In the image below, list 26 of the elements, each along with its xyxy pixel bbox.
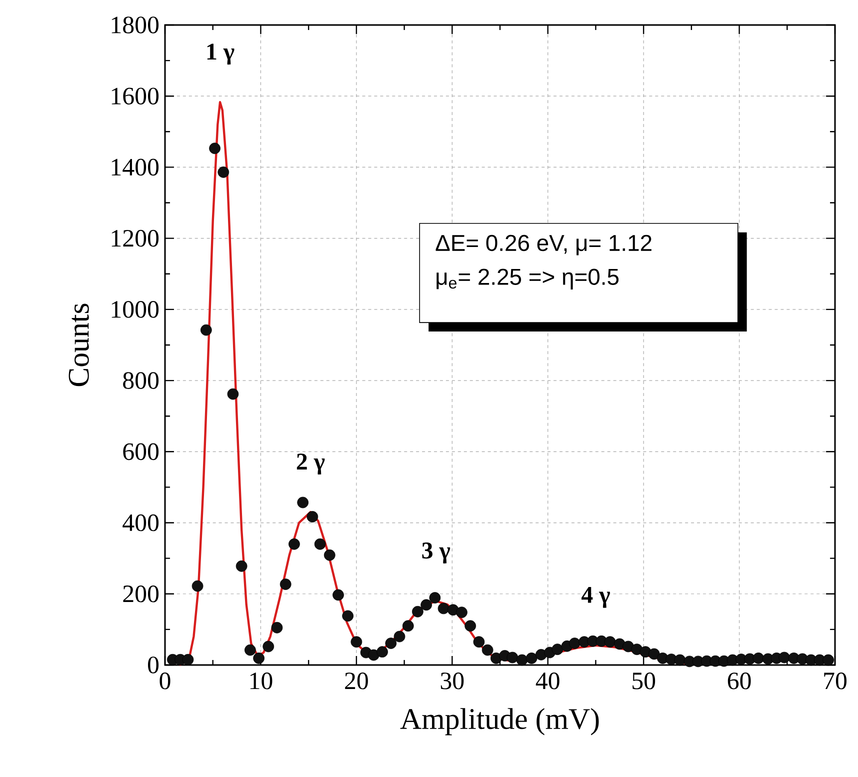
x-tick-label: 50	[632, 672, 656, 690]
annotation: 4 γ	[581, 587, 610, 608]
x-tick-label: 10	[250, 672, 272, 690]
y-tick-label: 1000	[112, 301, 159, 318]
y-tick-label: 200	[123, 585, 159, 602]
y-axis-title: Counts	[68, 304, 89, 386]
y-tick-label: 1600	[112, 88, 159, 105]
annotation: 2 γ	[296, 454, 325, 475]
x-tick-label: 0	[160, 672, 170, 690]
y-tick-label: 600	[123, 443, 159, 460]
annotation: μ$_{e}$= 2.25 => η=0.5	[436, 268, 619, 290]
y-tick-label: 0	[148, 656, 159, 674]
y-tick-label: 1200	[112, 230, 159, 247]
y-tick-label: 1400	[112, 158, 159, 176]
x-tick-label: 20	[345, 672, 368, 690]
x-tick-label: 40	[536, 672, 560, 690]
x-tick-label: 60	[728, 672, 751, 690]
y-tick-label: 400	[122, 514, 159, 532]
y-tick-label: 1800	[112, 16, 159, 34]
annotation: 3 γ	[422, 542, 450, 564]
x-tick-label: 70	[824, 672, 846, 690]
x-tick-label: 30	[440, 672, 464, 690]
y-tick-label: 800	[123, 372, 159, 389]
annotation: 1 γ	[207, 44, 234, 65]
annotation: ΔE= 0.26 eV, μ= 1.12	[436, 234, 652, 256]
x-axis-title: Amplitude (mV)	[400, 708, 599, 736]
